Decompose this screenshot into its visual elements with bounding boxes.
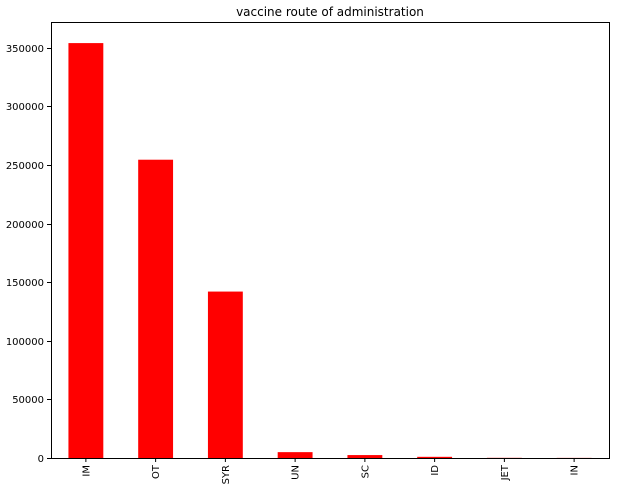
x-tick-label: JET: [500, 464, 511, 481]
y-axis: 0 50000 100000 150000 200000 250000 300000 3500…: [6, 44, 51, 465]
y-tick-label: 50000: [12, 395, 44, 406]
x-tick-label: ID: [430, 465, 441, 476]
bar-syr: [207, 291, 243, 458]
x-tick-label: SYR: [221, 465, 232, 484]
y-tick-label: 150000: [6, 278, 44, 289]
y-tick-label: 100000: [6, 337, 44, 348]
plot-frame: [51, 22, 610, 459]
x-tick-label: IN: [570, 465, 581, 475]
bar-im: [68, 43, 104, 459]
x-tick-label: IM: [81, 465, 92, 477]
bar-ot: [138, 159, 174, 458]
y-tick-label: 350000: [6, 44, 44, 55]
x-axis: IM OT SYR UN SC ID JET IN: [81, 458, 581, 484]
y-tick-label: 200000: [6, 220, 44, 231]
y-tick-label: 0: [38, 454, 44, 465]
x-tick-label: SC: [360, 465, 371, 478]
x-tick-label: UN: [291, 465, 302, 480]
bar-sc: [347, 455, 383, 458]
bars-group: [68, 43, 592, 459]
y-tick-label: 300000: [6, 102, 44, 113]
chart-title: vaccine route of administration: [236, 5, 424, 19]
bar-id: [417, 456, 453, 458]
y-tick-label: 250000: [6, 161, 44, 172]
bar-un: [277, 452, 313, 458]
x-tick-label: OT: [151, 464, 162, 479]
